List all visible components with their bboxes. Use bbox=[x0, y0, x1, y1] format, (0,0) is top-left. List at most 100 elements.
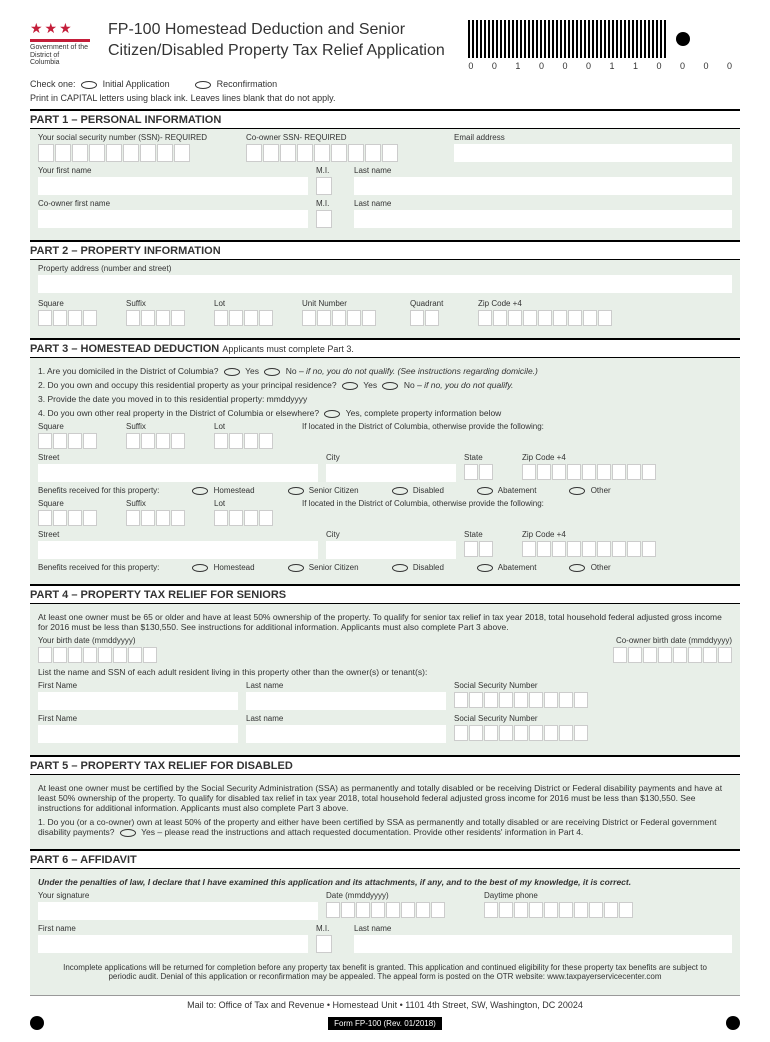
last-input[interactable] bbox=[354, 177, 732, 195]
p6-first[interactable] bbox=[38, 935, 308, 953]
first-input[interactable] bbox=[38, 177, 308, 195]
part4-section: At least one owner must be 65 or older a… bbox=[30, 603, 740, 755]
q2-no[interactable] bbox=[382, 382, 398, 390]
p3-suffix[interactable] bbox=[126, 433, 206, 449]
part4-text: At least one owner must be 65 or older a… bbox=[38, 612, 732, 632]
affidavit-text: Under the penalties of law, I declare th… bbox=[38, 877, 732, 887]
unit-input[interactable] bbox=[302, 310, 402, 326]
p6-mi[interactable] bbox=[316, 935, 332, 953]
gov-text-1: Government of the bbox=[30, 44, 88, 51]
part2-section: Property address (number and street) Squ… bbox=[30, 259, 740, 338]
suffix-input[interactable] bbox=[126, 310, 206, 326]
part1-section: Your social security number (SSN)- REQUI… bbox=[30, 128, 740, 240]
lot-label: Lot bbox=[214, 299, 294, 308]
part5-heading: PART 5 – PROPERTY TAX RELIEF FOR DISABLE… bbox=[30, 755, 740, 774]
p3-state[interactable] bbox=[464, 464, 514, 480]
ssn-input[interactable] bbox=[38, 144, 238, 162]
dc-logo: ★★★ Government of theDistrict of Columbi… bbox=[30, 20, 90, 67]
q2-yes[interactable] bbox=[342, 382, 358, 390]
part1-heading: PART 1 – PERSONAL INFORMATION bbox=[30, 109, 740, 128]
part5-text: At least one owner must be certified by … bbox=[38, 783, 732, 813]
part5-section: At least one owner must be certified by … bbox=[30, 774, 740, 849]
initial-app-oval[interactable] bbox=[81, 81, 97, 89]
gov-text-2: District of Columbia bbox=[30, 52, 60, 67]
p3b-suffix[interactable] bbox=[126, 510, 206, 526]
part4-list-text: List the name and SSN of each adult resi… bbox=[38, 667, 732, 677]
reg-dot-bl bbox=[30, 1016, 44, 1030]
p3b-square[interactable] bbox=[38, 510, 118, 526]
phone[interactable] bbox=[484, 902, 732, 918]
part6-section: Under the penalties of law, I declare th… bbox=[30, 868, 740, 995]
p3b-zip[interactable] bbox=[522, 541, 656, 557]
footer-note: Incomplete applications will be returned… bbox=[38, 957, 732, 987]
zip-label: Zip Code +4 bbox=[478, 299, 612, 308]
first-label: Your first name bbox=[38, 166, 308, 175]
barcode-numbers: 0 0 1 0 0 0 1 1 0 0 0 0 bbox=[468, 61, 740, 71]
p3-zip[interactable] bbox=[522, 464, 656, 480]
addr-label: Property address (number and street) bbox=[38, 264, 732, 273]
cofirst-input[interactable] bbox=[38, 210, 308, 228]
email-input[interactable] bbox=[454, 144, 732, 162]
p3b-city[interactable] bbox=[326, 541, 456, 559]
res2-last[interactable] bbox=[246, 725, 446, 743]
quad-input[interactable] bbox=[410, 310, 470, 326]
mi-label: M.I. bbox=[316, 166, 346, 175]
q3-text: 3. Provide the date you moved in to this… bbox=[38, 394, 732, 404]
p3-square[interactable] bbox=[38, 433, 118, 449]
email-label: Email address bbox=[454, 133, 732, 142]
q4-yes[interactable] bbox=[324, 410, 340, 418]
check-one-row: Check one: Initial Application Reconfirm… bbox=[30, 79, 740, 89]
cossn-label: Co-owner SSN- REQUIRED bbox=[246, 133, 446, 142]
barcode-block: 0 0 1 0 0 0 1 1 0 0 0 0 bbox=[468, 20, 740, 71]
barcode bbox=[468, 20, 668, 58]
part4-heading: PART 4 – PROPERTY TAX RELIEF FOR SENIORS bbox=[30, 584, 740, 603]
cossn-input[interactable] bbox=[246, 144, 446, 162]
res2-ssn[interactable] bbox=[454, 725, 732, 741]
reg-dot-br bbox=[726, 1016, 740, 1030]
signature[interactable] bbox=[38, 902, 318, 920]
res1-last[interactable] bbox=[246, 692, 446, 710]
res1-ssn[interactable] bbox=[454, 692, 732, 708]
cofirst-label: Co-owner first name bbox=[38, 199, 308, 208]
comi-input[interactable] bbox=[316, 210, 332, 228]
colast-label: Last name bbox=[354, 199, 732, 208]
cobirth-input[interactable] bbox=[346, 647, 732, 663]
unit-label: Unit Number bbox=[302, 299, 402, 308]
print-instruction: Print in CAPITAL letters using black ink… bbox=[30, 93, 740, 103]
colast-input[interactable] bbox=[354, 210, 732, 228]
lot-input[interactable] bbox=[214, 310, 294, 326]
part3-section: 1. Are you domiciled in the District of … bbox=[30, 357, 740, 584]
res2-first[interactable] bbox=[38, 725, 238, 743]
sig-date[interactable] bbox=[326, 902, 476, 918]
mail-address: Mail to: Office of Tax and Revenue • Hom… bbox=[30, 995, 740, 1014]
p3-street[interactable] bbox=[38, 464, 318, 482]
registration-dot bbox=[676, 32, 690, 46]
p3-city[interactable] bbox=[326, 464, 456, 482]
mi-input[interactable] bbox=[316, 177, 332, 195]
comi-label: M.I. bbox=[316, 199, 346, 208]
form-revision: Form FP-100 (Rev. 01/2018) bbox=[328, 1017, 442, 1030]
last-label: Last name bbox=[354, 166, 732, 175]
q1-no[interactable] bbox=[264, 368, 280, 376]
part3-heading: PART 3 – HOMESTEAD DEDUCTION Applicants … bbox=[30, 338, 740, 357]
addr-input[interactable] bbox=[38, 275, 732, 293]
res1-first[interactable] bbox=[38, 692, 238, 710]
part2-heading: PART 2 – PROPERTY INFORMATION bbox=[30, 240, 740, 259]
suffix-label: Suffix bbox=[126, 299, 206, 308]
zip-input[interactable] bbox=[478, 310, 612, 326]
ssn-label: Your social security number (SSN)- REQUI… bbox=[38, 133, 238, 142]
p3b-lot[interactable] bbox=[214, 510, 294, 526]
q1-yes[interactable] bbox=[224, 368, 240, 376]
square-label: Square bbox=[38, 299, 118, 308]
birth-input[interactable] bbox=[38, 647, 338, 663]
square-input[interactable] bbox=[38, 310, 118, 326]
part6-heading: PART 6 – AFFIDAVIT bbox=[30, 849, 740, 868]
p3b-street[interactable] bbox=[38, 541, 318, 559]
form-title: FP-100 Homestead Deduction and Senior Ci… bbox=[100, 20, 445, 62]
p3b-state[interactable] bbox=[464, 541, 514, 557]
reconfirmation-oval[interactable] bbox=[195, 81, 211, 89]
quad-label: Quadrant bbox=[410, 299, 470, 308]
p5-yes[interactable] bbox=[120, 829, 136, 837]
p6-last[interactable] bbox=[354, 935, 732, 953]
p3-lot[interactable] bbox=[214, 433, 294, 449]
